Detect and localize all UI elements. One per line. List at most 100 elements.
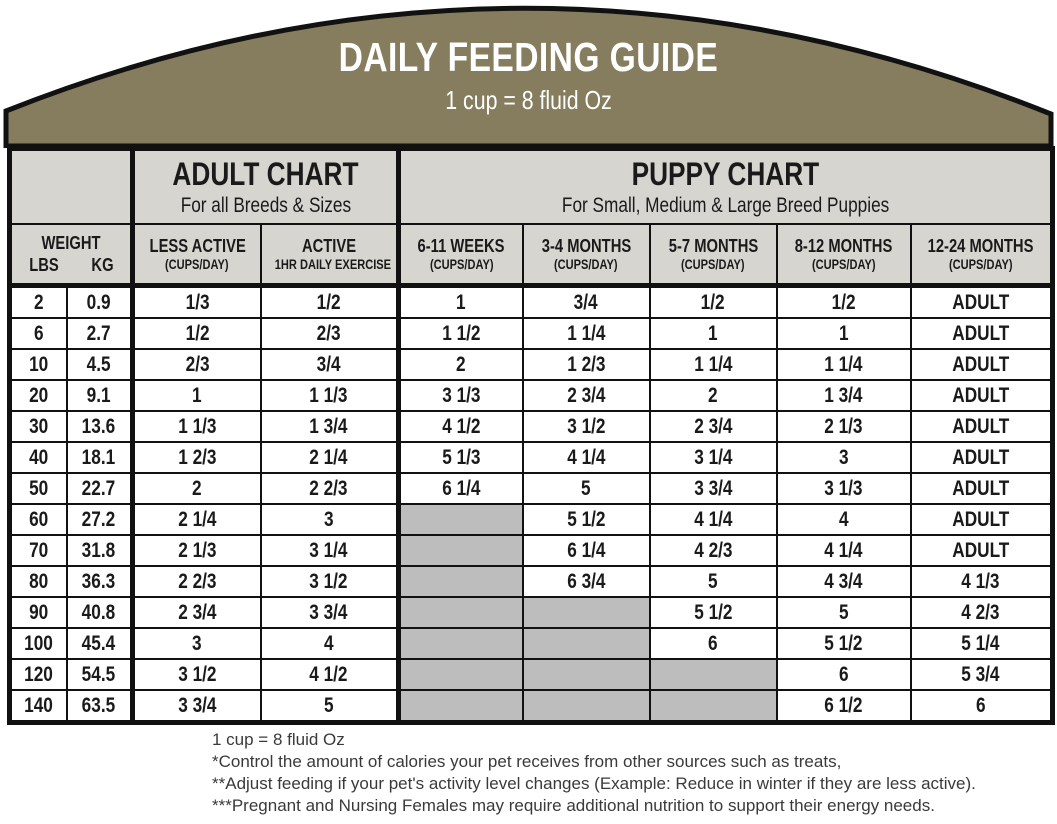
cell-text: 1 1/4: [566, 321, 606, 345]
value-cell: 1/2: [775, 284, 912, 319]
col-sublabel: (CUPS/DAY): [778, 257, 910, 273]
col-sublabel-text: (CUPS/DAY): [554, 257, 618, 272]
cell-text: 5: [581, 476, 591, 500]
cell-text: 3 1/4: [693, 445, 733, 469]
cell-text: 3 3/4: [178, 693, 217, 717]
cell-text: 63.5: [81, 693, 116, 717]
col-sublabel-text: (CUPS/DAY): [811, 257, 876, 272]
cell-text: 6 1/4: [442, 476, 481, 500]
value-cell: 18.1: [65, 441, 134, 474]
table-row: 30 13.6 1 1/3 1 3/4 4 1/2 3 1/2 2 3/4 2 1/3 ADUL…: [8, 410, 1054, 443]
column-header-row: WEIGHT LBS KG LESS ACTIVE (CUPS/DAY) ACT…: [8, 223, 1054, 288]
cell-text: 2/3: [316, 321, 341, 345]
cell-text: 4 2/3: [693, 538, 733, 562]
cell-text: 1: [708, 321, 718, 345]
col-sublabel: 1HR DAILY EXERCISE: [262, 257, 397, 273]
col-sublabel: (CUPS/DAY): [401, 257, 522, 273]
value-cell: ADULT: [909, 348, 1054, 381]
cell-text: 3 1/2: [178, 662, 217, 686]
footnote-line: **Adjust feeding if your pet's activity …: [212, 774, 976, 793]
value-cell: 6 1/2: [775, 689, 912, 724]
value-cell: ADULT: [909, 317, 1054, 350]
col-label: LESS ACTIVE: [135, 235, 260, 257]
value-cell: 63.5: [65, 689, 134, 724]
value-cell: 1 1/3: [259, 379, 400, 412]
cell-text: 90: [29, 600, 49, 624]
cell-text: 2 2/3: [178, 569, 217, 593]
cell-text: 3 1/3: [824, 476, 863, 500]
value-cell: 2 1/3: [775, 410, 912, 443]
cell-text: ADULT: [952, 321, 1010, 345]
cell-text: 22.7: [81, 476, 116, 500]
value-cell: 6: [909, 689, 1054, 724]
value-cell: 3 3/4: [648, 472, 778, 505]
cell-text: 6: [975, 693, 986, 717]
cell-text: 18.1: [81, 445, 116, 469]
cell-text: 1/2: [185, 321, 210, 345]
value-cell: 2 1/4: [130, 503, 262, 536]
cell-text: 6 1/4: [566, 538, 606, 562]
value-cell: 6: [648, 627, 778, 660]
na-cell: [521, 658, 651, 691]
value-cell: 3 1/2: [521, 410, 651, 443]
value-cell: 0.9: [65, 284, 134, 319]
table-row: 120 54.5 3 1/2 4 1/2 6 5 3/4: [8, 658, 1054, 691]
cell-text: 3: [192, 631, 203, 655]
cell-text: 4 1/4: [824, 538, 863, 562]
col-label-text: 12-24 MONTHS: [927, 236, 1034, 256]
page-title-text: DAILY FEEDING GUIDE: [338, 34, 719, 80]
value-cell: 1: [130, 379, 262, 412]
banner-text: DAILY FEEDING GUIDE 1 cup = 8 fluid Oz: [0, 34, 1057, 116]
cell-text: 4: [323, 631, 334, 655]
cell-text: 5 1/2: [693, 600, 733, 624]
value-cell: 1 1/4: [521, 317, 651, 350]
value-cell: 4 2/3: [648, 534, 778, 567]
cell-text: 45.4: [81, 631, 116, 655]
value-cell: 1/2: [259, 284, 400, 319]
cell-text: 1 2/3: [566, 352, 606, 376]
cell-text: 2: [33, 290, 44, 314]
cell-text: 13.6: [81, 414, 116, 438]
na-cell: [521, 627, 651, 660]
column-header-5-7-months: 5-7 MONTHS (CUPS/DAY): [648, 223, 778, 288]
value-cell: ADULT: [909, 534, 1054, 567]
value-cell: 20: [8, 379, 68, 412]
value-cell: ADULT: [909, 379, 1054, 412]
cell-text: 6 1/2: [824, 693, 863, 717]
col-sublabel-text: (CUPS/DAY): [681, 257, 745, 272]
cell-text: 2/3: [185, 352, 210, 376]
cell-text: 2: [708, 383, 718, 407]
value-cell: 80: [8, 565, 68, 598]
cell-text: 4 3/4: [824, 569, 863, 593]
chart-group-row: ADULT CHART For all Breeds & Sizes PUPPY…: [8, 147, 1054, 225]
value-cell: 4 1/4: [648, 503, 778, 536]
cell-text: 50: [29, 476, 49, 500]
cell-text: 4 1/2: [309, 662, 348, 686]
cell-text: 20: [29, 383, 49, 407]
col-label: 5-7 MONTHS: [651, 235, 776, 257]
table-row: 10 4.5 2/3 3/4 2 1 2/3 1 1/4 1 1/4 ADULT: [8, 348, 1054, 381]
col-label-text: LESS ACTIVE: [149, 236, 246, 256]
value-cell: 1 1/4: [775, 348, 912, 381]
col-sublabel-text: (CUPS/DAY): [949, 257, 1013, 272]
value-cell: 31.8: [65, 534, 134, 567]
value-cell: 5 1/2: [775, 627, 912, 660]
value-cell: 27.2: [65, 503, 134, 536]
cell-text: 1 1/3: [178, 414, 217, 438]
puppy-chart-header: PUPPY CHART For Small, Medium & Large Br…: [396, 147, 1054, 225]
feeding-table-body: 2 0.9 1/3 1/2 1 3/4 1/2 1/2 ADULT 6 2.7 1/2 2/3 1 1/2…: [8, 284, 1054, 724]
col-label-text: ACTIVE: [301, 236, 356, 256]
cell-text: 2.7: [86, 321, 111, 345]
adult-chart-header: ADULT CHART For all Breeds & Sizes: [129, 147, 400, 225]
value-cell: 60: [8, 503, 68, 536]
cell-text: 3 3/4: [693, 476, 733, 500]
na-cell: [396, 534, 524, 567]
value-cell: 5 1/3: [396, 441, 524, 474]
value-cell: 2 3/4: [521, 379, 651, 412]
cell-text: 1: [456, 290, 467, 314]
page-subtitle-text: 1 cup = 8 fluid Oz: [445, 85, 612, 115]
cell-text: ADULT: [952, 445, 1010, 469]
value-cell: 1: [396, 284, 524, 319]
table-row: 40 18.1 1 2/3 2 1/4 5 1/3 4 1/4 3 1/4 3 ADULT: [8, 441, 1054, 474]
cell-text: 5: [708, 569, 718, 593]
